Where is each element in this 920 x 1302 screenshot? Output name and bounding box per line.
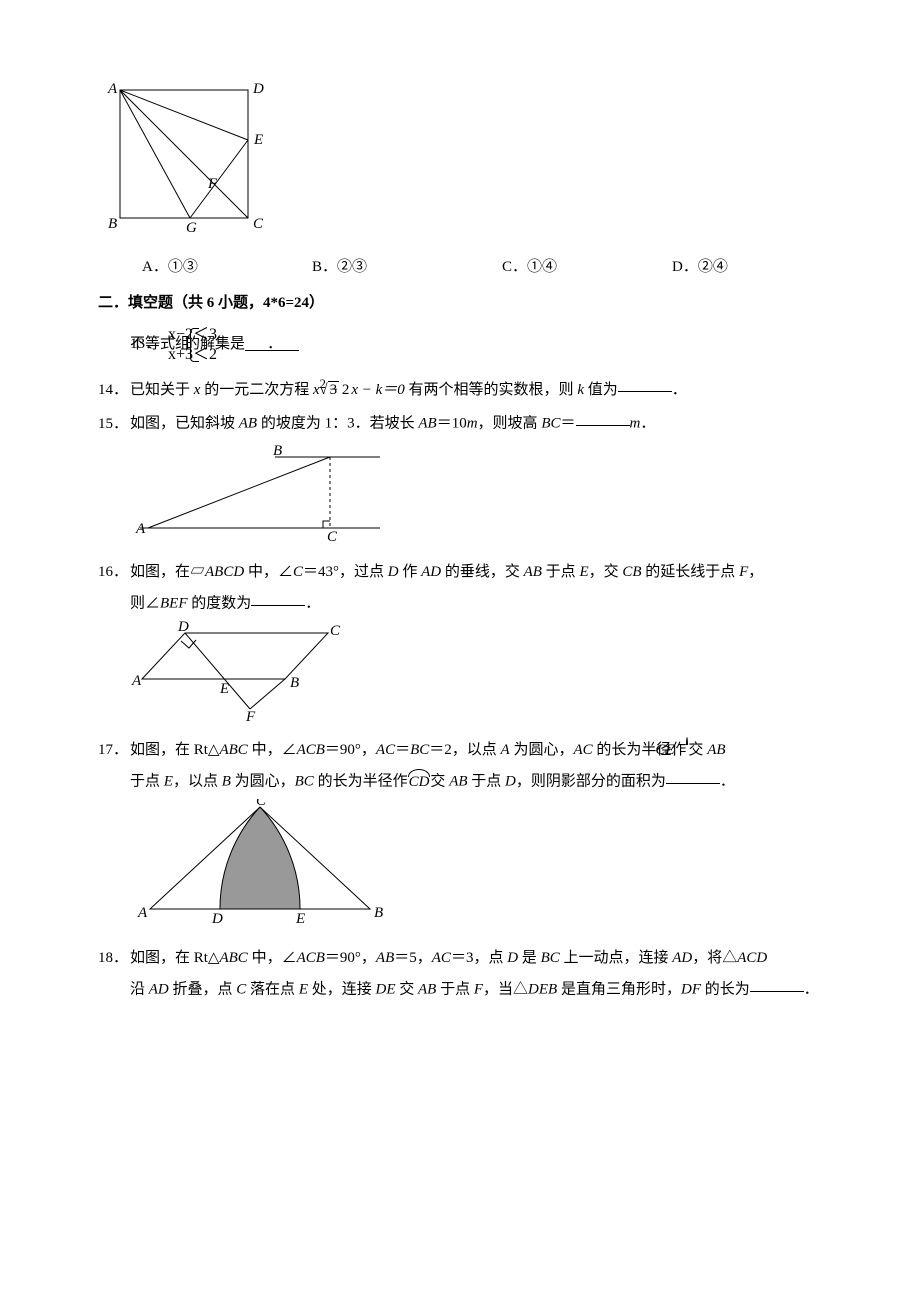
option-A: A．①③ [142, 256, 312, 279]
svg-text:B: B [290, 675, 299, 691]
section-2-heading: 二．填空题（共 6 小题，4*6=24） [98, 292, 822, 315]
svg-text:C: C [330, 623, 341, 639]
q15-number: 15． [98, 413, 130, 436]
label-G: G [186, 220, 197, 236]
svg-text:A: A [135, 521, 146, 537]
label-F: F [207, 176, 218, 192]
label-E: E [253, 132, 263, 148]
q17-number: 17． [98, 739, 130, 762]
ineq-line-1: x−2＜3 [200, 325, 217, 345]
option-B: B．②③ [312, 256, 502, 279]
svg-text:D: D [177, 621, 189, 635]
blank [251, 589, 305, 606]
svg-text:C: C [327, 529, 338, 543]
q16: 16．如图，在▱ABCD 中，∠C＝43°，过点 D 作 AD 的垂线，交 AB… [98, 561, 822, 584]
blank [576, 409, 630, 426]
q13-post: 的解集是 [217, 333, 245, 356]
q16-number: 16． [98, 561, 130, 584]
arc-CE: CE [686, 739, 688, 762]
label-D: D [252, 81, 264, 97]
svg-text:B: B [273, 443, 282, 459]
blank [666, 767, 720, 784]
svg-text:E: E [295, 911, 305, 927]
q17-figure: A B C D E [130, 799, 822, 937]
q16-line2: 则∠BEF 的度数为． [130, 591, 822, 615]
svg-text:E: E [219, 681, 229, 697]
blank [750, 975, 804, 992]
q13: 13． 不等式组 x−2＜3 x+3＜2 的解集是 ． [98, 325, 822, 365]
label-B: B [108, 216, 117, 232]
q18-number: 18． [98, 947, 130, 970]
svg-text:D: D [211, 911, 223, 927]
option-D: D．②④ [672, 256, 728, 279]
svg-text:B: B [374, 905, 383, 921]
label-A: A [107, 81, 118, 97]
q12-options: A．①③ B．②③ C．①④ D．②④ [142, 256, 822, 279]
arc-CD: CD [408, 771, 431, 794]
q15-figure: A B C [130, 443, 822, 551]
svg-text:A: A [131, 673, 142, 689]
svg-text:C: C [256, 799, 267, 809]
q17: 17．如图，在 Rt△ABC 中，∠ACB＝90°，AC＝BC＝2，以点 A 为… [98, 739, 822, 762]
q17-line2: 于点 E，以点 B 为圆心，BC 的长为半径作CD交 AB 于点 D，则阴影部分… [130, 769, 822, 793]
option-C: C．①④ [502, 256, 672, 279]
svg-text:A: A [137, 905, 148, 921]
blank [618, 375, 672, 392]
q18-line2: 沿 AD 折叠，点 C 落在点 E 处，连接 DE 交 AB 于点 F，当△DE… [130, 977, 822, 1001]
q15: 15．如图，已知斜坡 AB 的坡度为 1：3．若坡长 AB＝10m，则坡高 BC… [98, 411, 822, 435]
blank [245, 334, 299, 351]
label-C: C [253, 216, 264, 232]
inequality-system: x−2＜3 x+3＜2 [190, 325, 217, 365]
q14: 14．已知关于 x 的一元二次方程 x2 − 2√3x − k＝0 有两个相等的… [98, 375, 822, 402]
q18: 18．如图，在 Rt△ABC 中，∠ACB＝90°，AB＝5，AC＝3，点 D … [98, 947, 822, 970]
q14-number: 14． [98, 379, 130, 402]
q12-figure: A D B C E G F [98, 80, 822, 248]
svg-text:F: F [245, 709, 256, 721]
q16-figure: A D C B E F [130, 621, 822, 729]
ineq-line-2: x+3＜2 [200, 345, 217, 365]
sqrt-3: √3 [349, 379, 351, 402]
